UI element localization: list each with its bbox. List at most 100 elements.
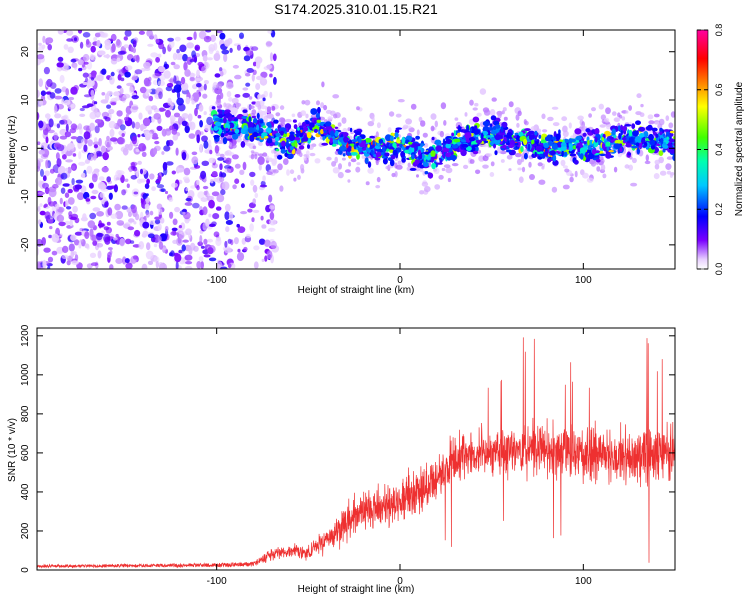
spectrogram-cell: [90, 89, 95, 97]
spectrogram-cell: [71, 178, 75, 186]
spectrogram-cell: [618, 133, 622, 140]
spectrogram-y-label: Frequency (Hz): [7, 116, 18, 185]
spectrogram-cell: [48, 118, 54, 128]
spectrogram-cell: [334, 156, 339, 164]
spectrogram-cell: [49, 92, 56, 99]
spectrogram-cell: [70, 250, 75, 258]
spectrogram-cell: [647, 114, 654, 120]
spectrogram-cell: [217, 261, 223, 269]
spectrogram-cell: [670, 111, 675, 118]
spectrogram-cell: [622, 125, 627, 132]
spectrogram-cell: [82, 53, 90, 62]
spectrogram-cell: [370, 149, 374, 155]
spectrogram-cell: [252, 61, 257, 67]
spectrogram-cell: [638, 133, 645, 138]
spectrogram-cell: [192, 92, 200, 102]
spectrogram-cell: [40, 142, 49, 149]
spectrogram-cell: [110, 58, 118, 65]
spectrogram-cell: [447, 177, 451, 183]
spectrogram-cell: [424, 171, 429, 175]
spectrogram-cell: [225, 127, 229, 131]
spectrogram-cell: [419, 190, 425, 195]
spectrogram-cell: [288, 134, 295, 141]
spectrogram-cell: [106, 221, 111, 226]
spectrogram-cell: [445, 167, 453, 174]
spectrogram-cell: [269, 211, 275, 220]
spectrogram-cell: [57, 30, 64, 35]
spectrogram-cell: [145, 197, 151, 203]
spectrogram-cell: [654, 121, 660, 125]
spectrogram-cell: [232, 64, 239, 69]
spectrogram-cell: [364, 157, 369, 164]
spectrogram-cell: [153, 243, 158, 248]
spectrogram-cell: [125, 262, 133, 269]
spectrogram-cell: [37, 261, 42, 269]
spectrogram-cell: [119, 97, 126, 102]
spectrogram-cell: [516, 158, 522, 166]
spectrogram-cell: [108, 120, 116, 129]
spectrogram-cell: [500, 159, 505, 163]
spectrogram-cell: [456, 142, 462, 145]
spectrogram-cell: [189, 72, 196, 78]
spectrogram-cell: [385, 134, 392, 142]
spectrogram-cell: [562, 130, 569, 137]
spectrogram-cell: [37, 206, 41, 212]
spectrogram-cell: [79, 113, 86, 118]
spectrogram-cell: [535, 145, 543, 152]
spectrogram-cell: [87, 153, 94, 162]
spectrogram-cell: [37, 141, 41, 145]
spectrogram-cell: [242, 109, 248, 113]
spectrogram-cell: [129, 240, 135, 244]
spectrogram-cell: [272, 53, 277, 62]
spectrogram-cell: [206, 116, 214, 126]
spectrogram-cell: [183, 61, 188, 71]
snr-y-tick-label: 800: [20, 405, 31, 422]
spectrogram-cell: [182, 53, 188, 62]
spectrogram-cell: [149, 33, 154, 40]
spectrogram-cell: [47, 256, 54, 263]
spectrogram-cell: [37, 247, 40, 256]
spectrogram-cell: [45, 113, 51, 119]
spectrogram-cell: [483, 109, 491, 116]
spectrogram-cell: [67, 143, 75, 149]
spectrogram-cell: [197, 61, 204, 67]
spectrogram-cell: [492, 126, 497, 130]
spectrogram-cell: [227, 238, 232, 244]
spectrogram-cell: [501, 121, 508, 128]
spectrogram-cell: [303, 127, 309, 132]
spectrogram-cell: [182, 239, 189, 243]
spectrogram-cell: [382, 157, 388, 165]
spectrogram-cell: [78, 242, 82, 249]
spectrogram-cell: [521, 166, 526, 173]
spectrogram-cell: [220, 70, 224, 77]
spectrogram-cell: [596, 166, 601, 172]
spectrogram-cell: [508, 101, 514, 108]
spectrogram-cell: [305, 120, 310, 125]
spectrogram-cell: [224, 123, 231, 130]
spectrogram-cell: [127, 143, 133, 151]
spectrogram-cell: [124, 178, 129, 182]
spectrogram-cell: [453, 138, 461, 143]
spectrogram-cell: [271, 149, 275, 154]
spectrogram-cell: [228, 211, 234, 221]
spectrogram-cell: [130, 46, 134, 53]
spectrogram-cell: [203, 254, 211, 258]
spectrogram-cell: [200, 197, 208, 203]
spectrogram-cell: [375, 152, 379, 158]
spectrogram-cell: [93, 107, 98, 115]
spectrogram-cell: [128, 211, 132, 217]
spectrogram-cell: [421, 181, 429, 187]
spectrogram-cell: [66, 206, 72, 210]
spectrogram-cell: [672, 136, 675, 140]
spectrogram-cell: [47, 265, 51, 269]
spectrogram-cell: [183, 167, 191, 176]
spectrogram-cell: [67, 166, 72, 174]
spectrogram-x-tick-label: 100: [575, 275, 592, 286]
spectrogram-cell: [145, 105, 153, 113]
spectrogram-cell: [186, 36, 193, 41]
spectrogram-cell: [101, 92, 106, 96]
spectrogram-cell: [160, 188, 166, 193]
spectrogram-cell: [201, 135, 208, 142]
spectrogram-cell: [266, 250, 273, 260]
spectrogram-cell: [84, 159, 90, 164]
